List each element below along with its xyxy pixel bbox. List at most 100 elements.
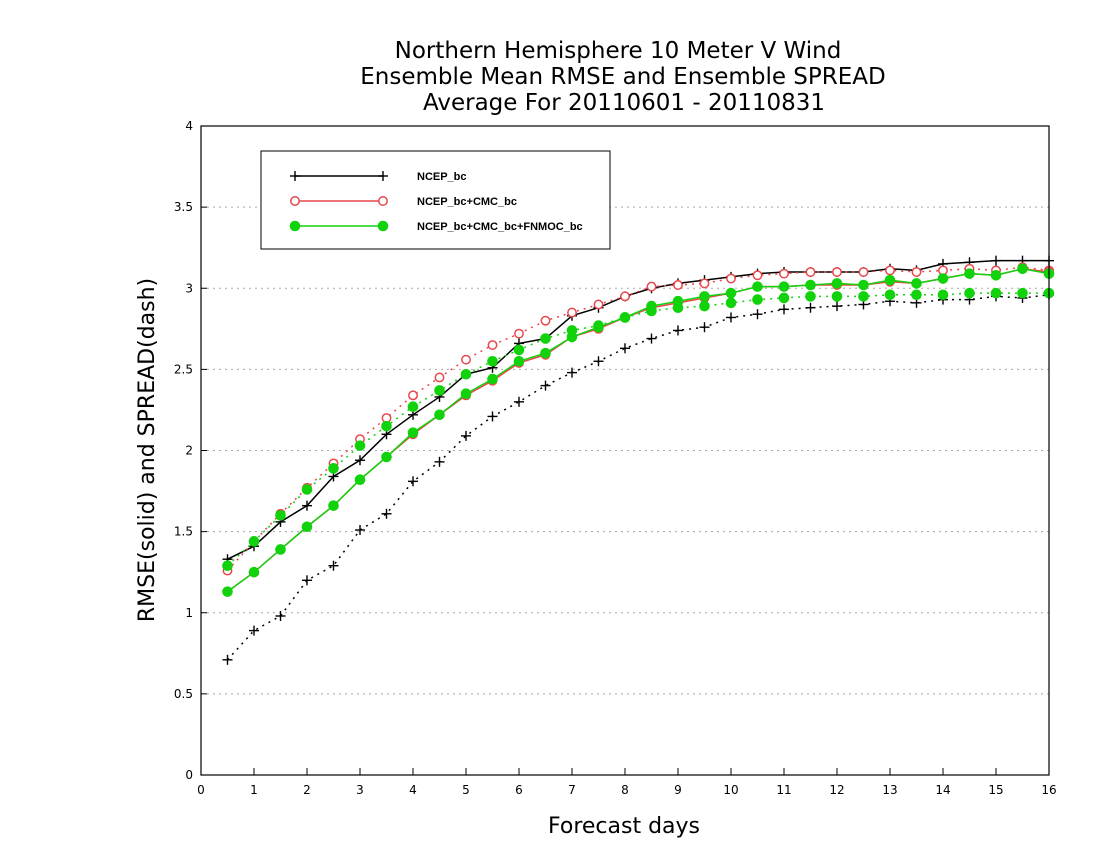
x-tick-label: 12 bbox=[829, 783, 844, 797]
ncep-bc-cmc-bc-fnmoc-bc-rmse-point bbox=[805, 279, 816, 291]
ncep-bc-cmc-bc-fnmoc-bc-spread-point bbox=[699, 300, 710, 312]
ncep-bc-cmc-bc-spread-point bbox=[540, 315, 551, 326]
ncep-bc-rmse-point bbox=[302, 500, 312, 511]
x-tick-label: 2 bbox=[303, 783, 311, 797]
legend-marker-ncep-bc bbox=[378, 171, 388, 181]
plot-series bbox=[222, 255, 1055, 665]
ncep-bc-cmc-bc-spread-point bbox=[434, 372, 445, 383]
ncep-bc-cmc-bc-spread-point bbox=[646, 281, 657, 292]
ncep-bc-cmc-bc-spread-point bbox=[620, 291, 630, 302]
ncep-bc-cmc-bc-fnmoc-bc-spread-point bbox=[487, 355, 498, 367]
y-tick-label: 4 bbox=[185, 119, 193, 133]
ncep-bc-cmc-bc-spread-point bbox=[673, 280, 683, 290]
ncep-bc-cmc-bc-spread-point bbox=[832, 267, 842, 277]
y-tick-label: 1 bbox=[185, 606, 193, 620]
ncep-bc-spread-point bbox=[381, 508, 392, 519]
ncep-bc-rmse-line bbox=[227, 259, 1049, 560]
x-tick-label: 9 bbox=[674, 783, 682, 797]
ncep-bc-cmc-bc-fnmoc-bc-spread-point bbox=[248, 536, 260, 547]
ncep-bc-cmc-bc-fnmoc-bc-spread-point bbox=[513, 344, 525, 356]
y-tick-label: 1.5 bbox=[174, 525, 193, 539]
ncep-bc-cmc-bc-fnmoc-bc-spread-point bbox=[434, 385, 445, 396]
ncep-bc-spread-point bbox=[355, 525, 365, 536]
legend-marker-ncep-bc-cmc-bc-fnmoc-bc bbox=[377, 220, 389, 232]
y-tick-label: 3 bbox=[185, 281, 193, 295]
legend-marker-ncep-bc-cmc-bc bbox=[378, 196, 388, 206]
ncep-bc-cmc-bc-fnmoc-bc-rmse-point bbox=[275, 544, 286, 555]
x-tick-label: 3 bbox=[356, 783, 364, 797]
legend-label-ncep-bc-cmc-bc: NCEP_bc+CMC_bc bbox=[417, 196, 517, 208]
ncep-bc-spread-point bbox=[514, 396, 524, 407]
ncep-bc-cmc-bc-spread-point bbox=[779, 268, 789, 279]
ncep-bc-cmc-bc-fnmoc-bc-rmse-point bbox=[593, 321, 604, 333]
ncep-bc-cmc-bc-fnmoc-bc-spread-point bbox=[858, 291, 869, 302]
ncep-bc-spread-point bbox=[434, 456, 445, 467]
ncep-bc-cmc-bc-spread-point bbox=[699, 278, 710, 289]
ncep-bc-cmc-bc-spread-point bbox=[726, 273, 736, 284]
ncep-bc-cmc-bc-fnmoc-bc-rmse-point bbox=[778, 281, 790, 292]
title-line-1: Northern Hemisphere 10 Meter V Wind bbox=[395, 38, 842, 64]
ncep-bc-spread-point bbox=[461, 430, 471, 441]
ncep-bc-cmc-bc-spread-point bbox=[805, 267, 816, 277]
legend-box bbox=[260, 150, 611, 250]
ncep-bc-cmc-bc-fnmoc-bc-rmse-point bbox=[1017, 263, 1028, 275]
ncep-bc-cmc-bc-fnmoc-bc-rmse-point bbox=[752, 281, 763, 292]
ncep-bc-spread-point bbox=[540, 380, 551, 391]
x-tick-label: 0 bbox=[197, 783, 205, 797]
ncep-bc-cmc-bc-fnmoc-bc-spread-point bbox=[460, 368, 472, 380]
x-tick-label: 15 bbox=[988, 783, 1003, 797]
ncep-bc-cmc-bc-spread-point bbox=[752, 270, 763, 281]
ncep-bc-cmc-bc-fnmoc-bc-rmse-point bbox=[937, 273, 949, 284]
title-line-3: Average For 20110601 - 20110831 bbox=[423, 90, 825, 116]
x-tick-label: 16 bbox=[1041, 783, 1056, 797]
ncep-bc-cmc-bc-fnmoc-bc-rmse-point bbox=[354, 474, 366, 486]
ncep-bc-cmc-bc-fnmoc-bc-rmse-point bbox=[301, 521, 313, 533]
axis-ticks: 00.511.522.533.540 1 2 3 4 5 6 7 8 9 10 11 12 13 14 15 1… bbox=[174, 119, 1057, 797]
ncep-bc-cmc-bc-fnmoc-bc-rmse-point bbox=[248, 566, 260, 578]
ncep-bc-cmc-bc-fnmoc-bc-rmse-point bbox=[540, 347, 551, 359]
ncep-bc-cmc-bc-fnmoc-bc-spread-point bbox=[937, 289, 949, 301]
ncep-bc-cmc-bc-fnmoc-bc-rmse-point bbox=[911, 278, 922, 289]
ncep-bc-cmc-bc-spread-point bbox=[858, 267, 869, 277]
ncep-bc-cmc-bc-fnmoc-bc-spread-point bbox=[884, 289, 896, 301]
ncep-bc-cmc-bc-fnmoc-bc-rmse-point bbox=[725, 287, 737, 299]
x-tick-label: 11 bbox=[776, 783, 791, 797]
ncep-bc-spread-point bbox=[487, 411, 498, 422]
ncep-bc-cmc-bc-fnmoc-bc-rmse-point bbox=[222, 586, 233, 597]
ncep-bc-cmc-bc-spread-point bbox=[911, 267, 922, 277]
legend-marker-ncep-bc-cmc-bc bbox=[290, 196, 300, 206]
y-tick-label: 0.5 bbox=[174, 687, 193, 701]
x-tick-label: 7 bbox=[568, 783, 576, 797]
ncep-bc-cmc-bc-fnmoc-bc-rmse-point bbox=[566, 331, 578, 343]
ncep-bc-cmc-bc-fnmoc-bc-spread-point bbox=[990, 287, 1002, 299]
ncep-bc-cmc-bc-fnmoc-bc-spread-point bbox=[1017, 287, 1028, 299]
ncep-bc-cmc-bc-fnmoc-bc-spread-point bbox=[725, 297, 737, 309]
plot-frame bbox=[200, 125, 1050, 776]
x-tick-label: 10 bbox=[723, 783, 738, 797]
y-tick-label: 2.5 bbox=[174, 362, 193, 376]
ncep-bc-cmc-bc-fnmoc-bc-spread-point bbox=[778, 292, 790, 304]
ncep-bc-spread-point bbox=[832, 301, 842, 312]
ncep-bc-cmc-bc-fnmoc-bc-rmse-point bbox=[884, 274, 896, 286]
ncep-bc-cmc-bc-fnmoc-bc-rmse-point bbox=[328, 500, 339, 511]
ncep-bc-cmc-bc-spread-point bbox=[885, 265, 895, 276]
x-tick-label: 13 bbox=[882, 783, 897, 797]
ncep-bc-cmc-bc-fnmoc-bc-rmse-point bbox=[964, 268, 975, 279]
ncep-bc-spread-point bbox=[222, 654, 233, 665]
x-tick-label: 6 bbox=[515, 783, 523, 797]
ncep-bc-cmc-bc-spread-point bbox=[487, 340, 498, 350]
ncep-bc-cmc-bc-fnmoc-bc-rmse-point bbox=[619, 312, 631, 323]
ncep-bc-spread-point bbox=[779, 304, 789, 315]
ncep-bc-cmc-bc-fnmoc-bc-rmse-point bbox=[513, 355, 525, 367]
ncep-bc-spread-point bbox=[567, 367, 577, 378]
y-tick-label: 2 bbox=[185, 444, 193, 458]
ncep-bc-cmc-bc-fnmoc-bc-rmse-point bbox=[434, 409, 445, 421]
ncep-bc-spread-point bbox=[302, 575, 312, 586]
ncep-bc-cmc-bc-fnmoc-bc-rmse-point bbox=[699, 291, 710, 302]
legend-marker-ncep-bc-cmc-bc-fnmoc-bc bbox=[289, 220, 301, 232]
ncep-bc-cmc-bc-fnmoc-bc-spread-point bbox=[540, 333, 551, 344]
ncep-bc-spread-point bbox=[620, 343, 630, 354]
ncep-bc-cmc-bc-fnmoc-bc-spread-point bbox=[752, 294, 763, 305]
ncep-bc-spread-point bbox=[673, 325, 683, 336]
